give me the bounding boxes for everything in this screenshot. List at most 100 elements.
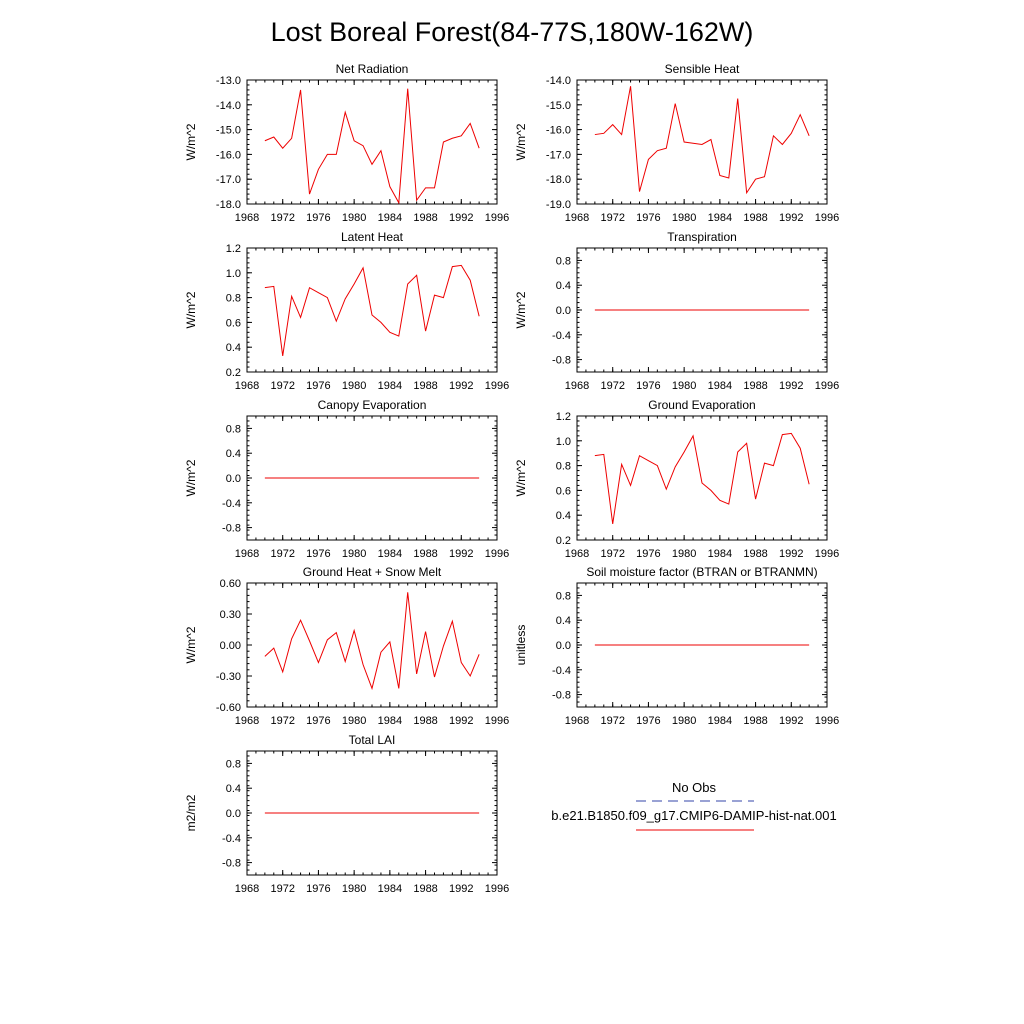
y-tick-label: -19.0 xyxy=(546,199,571,211)
x-tick-label: 1996 xyxy=(815,715,839,727)
x-tick-label: 1984 xyxy=(378,548,402,560)
x-tick-label: 1984 xyxy=(378,715,402,727)
chart-title: Transpiration xyxy=(667,230,737,244)
plot-frame xyxy=(576,415,828,541)
x-tick-label: 1992 xyxy=(779,715,803,727)
chart-panel: Sensible Heat W/m^2 1968 1972 1976 1980 1984 19… xyxy=(514,62,839,224)
y-tick-label: 0.4 xyxy=(226,342,241,354)
x-tick-label: 1988 xyxy=(743,380,767,392)
x-tick-label: 1996 xyxy=(485,212,509,224)
y-tick-label: 0.8 xyxy=(556,590,571,602)
series-line xyxy=(264,592,480,691)
chart-panel: Ground Heat + Snow Melt W/m^2 1968 1972 1976… xyxy=(184,565,509,727)
chart-title: Ground Heat + Snow Melt xyxy=(303,565,442,579)
x-tick-label: 1996 xyxy=(485,715,509,727)
y-tick-label: 0.2 xyxy=(226,367,241,379)
y-axis-label: unitless xyxy=(514,625,528,666)
x-tick-label: 1996 xyxy=(485,380,509,392)
x-tick-label: 1980 xyxy=(672,212,696,224)
page-title: Lost Boreal Forest(84-77S,180W-162W) xyxy=(271,17,754,47)
chart-panel: Canopy Evaporation W/m^2 1968 1972 1976 1980 1… xyxy=(184,398,509,560)
y-tick-label: 0.8 xyxy=(226,423,241,435)
y-axis-label: W/m^2 xyxy=(184,626,198,663)
x-tick-label: 1968 xyxy=(235,715,259,727)
x-tick-label: 1988 xyxy=(413,715,437,727)
y-tick-label: 0.4 xyxy=(556,280,571,292)
plot-frame xyxy=(246,247,498,373)
y-tick-label: 0.30 xyxy=(220,609,241,621)
x-tick-label: 1972 xyxy=(600,380,624,392)
x-tick-label: 1984 xyxy=(708,548,732,560)
chart-panels: Net Radiation W/m^2 1968 1972 1976 1980 1984 19… xyxy=(184,62,839,895)
y-tick-label: -0.4 xyxy=(222,833,241,845)
x-tick-label: 1980 xyxy=(342,883,366,895)
x-tick-label: 1984 xyxy=(708,212,732,224)
legend-obs-label: No Obs xyxy=(672,780,717,795)
x-tick-label: 1984 xyxy=(378,380,402,392)
x-tick-label: 1992 xyxy=(779,548,803,560)
y-tick-label: 0.8 xyxy=(556,461,571,473)
y-tick-label: 0.4 xyxy=(556,510,571,522)
y-axis-label: W/m^2 xyxy=(514,123,528,160)
y-axis-label: W/m^2 xyxy=(184,459,198,496)
y-tick-label: -0.8 xyxy=(222,523,241,535)
x-tick-label: 1992 xyxy=(449,883,473,895)
y-tick-label: -15.0 xyxy=(546,100,571,112)
y-tick-label: -14.0 xyxy=(216,100,241,112)
y-tick-label: 0.6 xyxy=(226,317,241,329)
y-tick-label: 1.2 xyxy=(226,243,241,255)
y-tick-label: 0.8 xyxy=(226,758,241,770)
x-tick-label: 1968 xyxy=(235,212,259,224)
y-axis-label: W/m^2 xyxy=(514,459,528,496)
y-tick-label: -13.0 xyxy=(216,75,241,87)
x-tick-label: 1980 xyxy=(672,715,696,727)
x-tick-label: 1988 xyxy=(413,883,437,895)
x-tick-label: 1980 xyxy=(672,548,696,560)
x-tick-label: 1996 xyxy=(815,212,839,224)
x-tick-label: 1992 xyxy=(779,380,803,392)
x-tick-label: 1988 xyxy=(413,212,437,224)
y-tick-label: -0.60 xyxy=(216,702,241,714)
x-tick-label: 1972 xyxy=(600,212,624,224)
y-tick-label: 1.0 xyxy=(226,268,241,280)
y-tick-label: 0.2 xyxy=(556,535,571,547)
x-tick-label: 1976 xyxy=(306,715,330,727)
x-tick-label: 1980 xyxy=(342,548,366,560)
plot-frame xyxy=(576,79,828,205)
series-line xyxy=(264,264,480,356)
y-tick-label: -16.0 xyxy=(546,125,571,137)
x-tick-label: 1992 xyxy=(779,212,803,224)
x-tick-label: 1980 xyxy=(342,380,366,392)
y-tick-label: -0.30 xyxy=(216,671,241,683)
y-tick-label: 0.4 xyxy=(226,448,241,460)
x-tick-label: 1972 xyxy=(270,715,294,727)
legend: No Obs b.e21.B1850.f09_g17.CMIP6-DAMIP-h… xyxy=(551,780,837,831)
y-tick-label: -0.8 xyxy=(222,858,241,870)
x-tick-label: 1972 xyxy=(270,380,294,392)
chart-title: Ground Evaporation xyxy=(648,398,755,412)
y-tick-label: -0.4 xyxy=(552,330,571,342)
chart-title: Canopy Evaporation xyxy=(318,398,427,412)
y-tick-label: -0.8 xyxy=(552,355,571,367)
chart-title: Total LAI xyxy=(349,733,396,747)
x-tick-label: 1984 xyxy=(708,715,732,727)
y-tick-label: 0.4 xyxy=(556,615,571,627)
series-line xyxy=(594,86,810,195)
x-tick-label: 1988 xyxy=(413,548,437,560)
chart-panel: Total LAI m2/m2 1968 1972 1976 1980 1984 1988 19… xyxy=(184,733,509,895)
y-axis-label: m2/m2 xyxy=(184,794,198,831)
y-tick-label: 0.6 xyxy=(556,485,571,497)
x-tick-label: 1980 xyxy=(342,212,366,224)
y-tick-label: -18.0 xyxy=(546,174,571,186)
x-tick-label: 1984 xyxy=(708,380,732,392)
x-tick-label: 1976 xyxy=(636,380,660,392)
y-tick-label: 0.0 xyxy=(556,305,571,317)
x-tick-label: 1996 xyxy=(485,883,509,895)
x-tick-label: 1984 xyxy=(378,212,402,224)
series-line xyxy=(264,88,480,205)
y-tick-label: -0.8 xyxy=(552,690,571,702)
x-tick-label: 1992 xyxy=(449,380,473,392)
chart-title: Sensible Heat xyxy=(665,62,740,76)
chart-title: Latent Heat xyxy=(341,230,404,244)
y-tick-label: -18.0 xyxy=(216,199,241,211)
